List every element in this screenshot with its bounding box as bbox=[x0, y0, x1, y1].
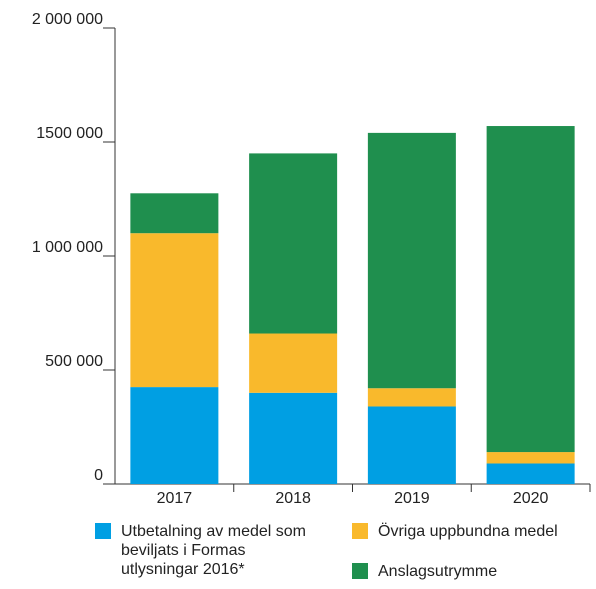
legend-swatch bbox=[95, 523, 111, 539]
y-tick-label: 500 000 bbox=[45, 353, 103, 370]
legend-item: Anslagsutrymme bbox=[352, 562, 596, 581]
legend-item: Utbetalning av medel som beviljats i For… bbox=[95, 522, 325, 579]
x-tick-label: 2018 bbox=[275, 490, 311, 505]
bar-segment bbox=[367, 388, 456, 407]
legend-swatch bbox=[352, 523, 368, 539]
bar-segment bbox=[486, 452, 575, 464]
legend-label: Anslagsutrymme bbox=[378, 563, 498, 580]
chart: 0 500 000 1 000 000 1500 000 2 000 000 2017 20… bbox=[32, 11, 591, 507]
bar-segment bbox=[367, 132, 456, 389]
legend-label: Övriga uppbundna medel bbox=[378, 523, 558, 540]
y-tick-label: 0 bbox=[94, 467, 103, 484]
bar-segment bbox=[130, 387, 219, 484]
bar-segment bbox=[367, 406, 456, 484]
bar-segment bbox=[130, 233, 219, 388]
bar-segment bbox=[130, 193, 219, 234]
bar-segment bbox=[486, 463, 575, 484]
y-tick-label: 1 000 000 bbox=[32, 239, 103, 256]
legend-label: Utbetalning av medel som beviljats i For… bbox=[121, 523, 306, 578]
y-tick-label: 2 000 000 bbox=[32, 11, 103, 28]
bar-segment bbox=[249, 392, 338, 484]
legend-item: Övriga uppbundna medel bbox=[352, 522, 596, 541]
bar-segment bbox=[249, 333, 338, 393]
x-tick-label: 2017 bbox=[157, 490, 193, 505]
y-tick-label: 1500 000 bbox=[36, 125, 103, 142]
bar-segment bbox=[249, 153, 338, 334]
legend-swatch bbox=[352, 563, 368, 579]
x-tick-label: 2019 bbox=[394, 490, 430, 505]
x-tick-label: 2020 bbox=[513, 490, 549, 505]
bar-segment bbox=[486, 126, 575, 453]
